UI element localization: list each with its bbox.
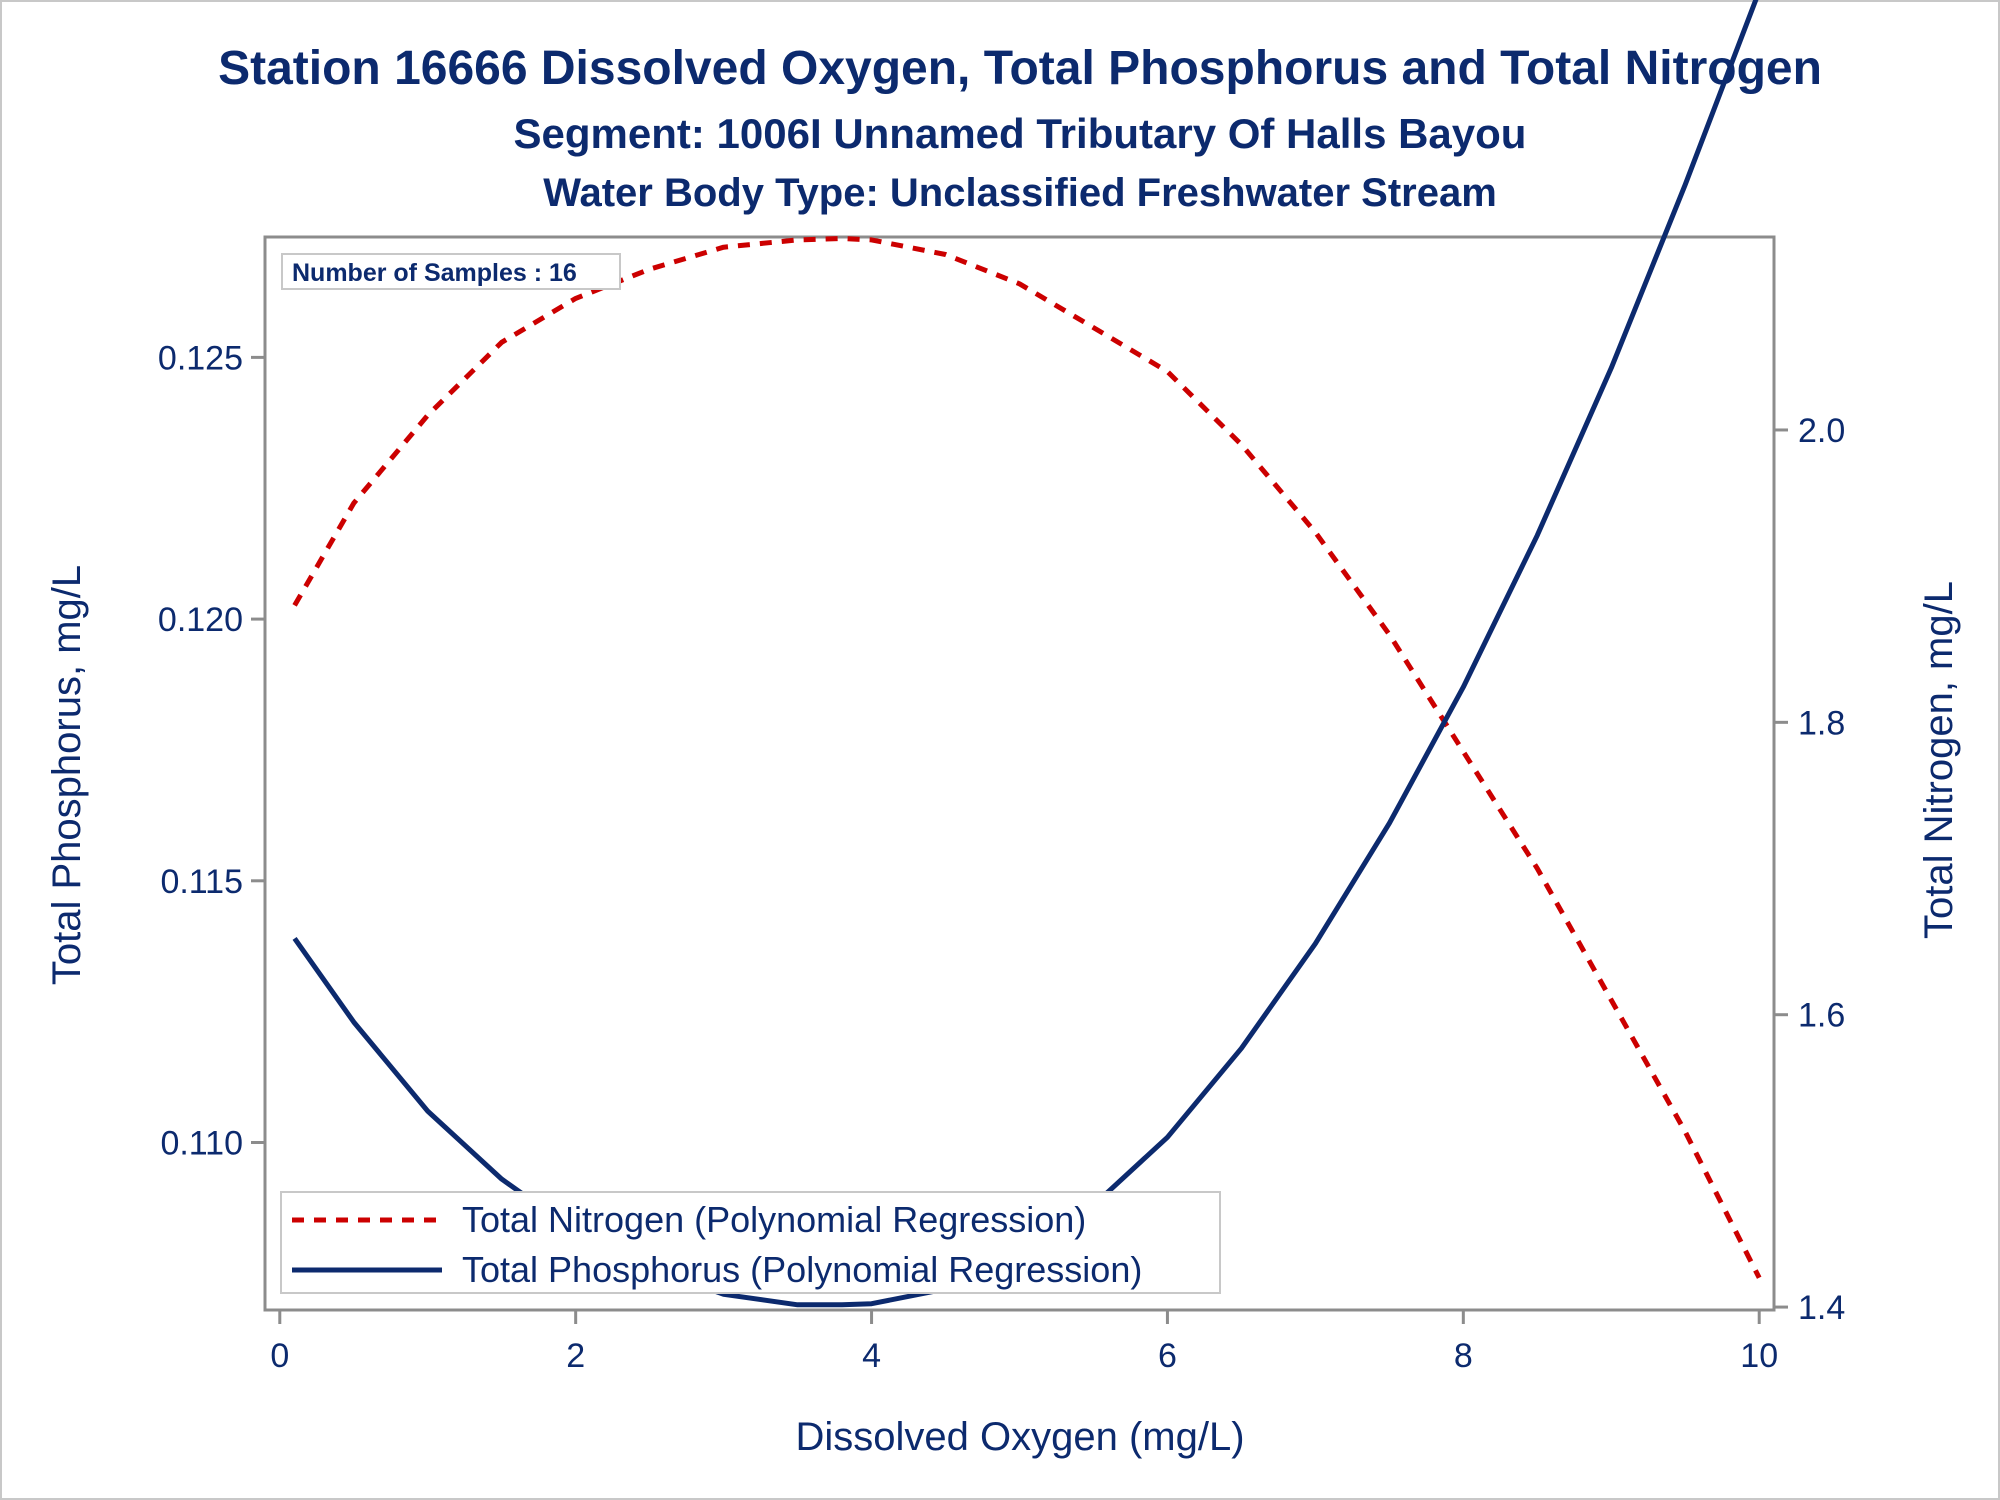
y2-tick-label: 1.8 xyxy=(1798,704,1845,742)
nitrogen-series-line xyxy=(292,236,1762,1279)
chart-subtitle-2: Water Body Type: Unclassified Freshwater… xyxy=(543,171,1497,215)
y2-tick-label: 2.0 xyxy=(1798,412,1845,450)
y-axis-right: 1.4 1.6 1.8 2.0 xyxy=(1774,412,1845,1327)
x-tick-label: 8 xyxy=(1454,1337,1473,1375)
y-tick-label: 0.115 xyxy=(160,863,243,901)
legend-label-phosphorus: Total Phosphorus (Polynomial Regression) xyxy=(462,1249,1142,1290)
plot-area xyxy=(263,235,1776,1312)
x-tick-label: 4 xyxy=(862,1337,881,1375)
y-axis-label-left: Total Phosphorus, mg/L xyxy=(45,565,89,985)
x-tick-label: 10 xyxy=(1740,1337,1778,1375)
inset-box xyxy=(281,253,621,290)
x-tick-label: 0 xyxy=(270,1337,289,1375)
inset-text: Number of Samples : 16 xyxy=(292,259,577,287)
chart-title: Station 16666 Dissolved Oxygen, Total Ph… xyxy=(218,42,1822,95)
y-tick-label: 0.125 xyxy=(158,339,243,377)
y-axis-label-right: Total Nitrogen, mg/L xyxy=(1917,581,1961,939)
x-tick-label: 6 xyxy=(1158,1337,1177,1375)
y-axis-left: 0.110 0.115 0.120 0.125 xyxy=(158,339,265,1163)
y2-tick-label: 1.6 xyxy=(1798,997,1845,1035)
x-tick-label: 2 xyxy=(566,1337,585,1375)
legend: Total Nitrogen (Polynomial Regression) T… xyxy=(280,1191,1221,1294)
chart-subtitle: Segment: 1006I Unnamed Tributary Of Hall… xyxy=(514,110,1527,157)
x-axis-label: Dissolved Oxygen (mg/L) xyxy=(795,1415,1244,1459)
x-axis: 0 2 4 6 8 10 xyxy=(270,1310,1778,1375)
y-tick-label: 0.120 xyxy=(158,601,243,639)
sample-count-inset: Number of Samples : 16 xyxy=(281,253,621,290)
y-tick-label: 0.110 xyxy=(160,1125,243,1163)
legend-label-nitrogen: Total Nitrogen (Polynomial Regression) xyxy=(462,1199,1086,1240)
legend-box xyxy=(280,1191,1221,1294)
y2-tick-label: 1.4 xyxy=(1798,1289,1845,1327)
